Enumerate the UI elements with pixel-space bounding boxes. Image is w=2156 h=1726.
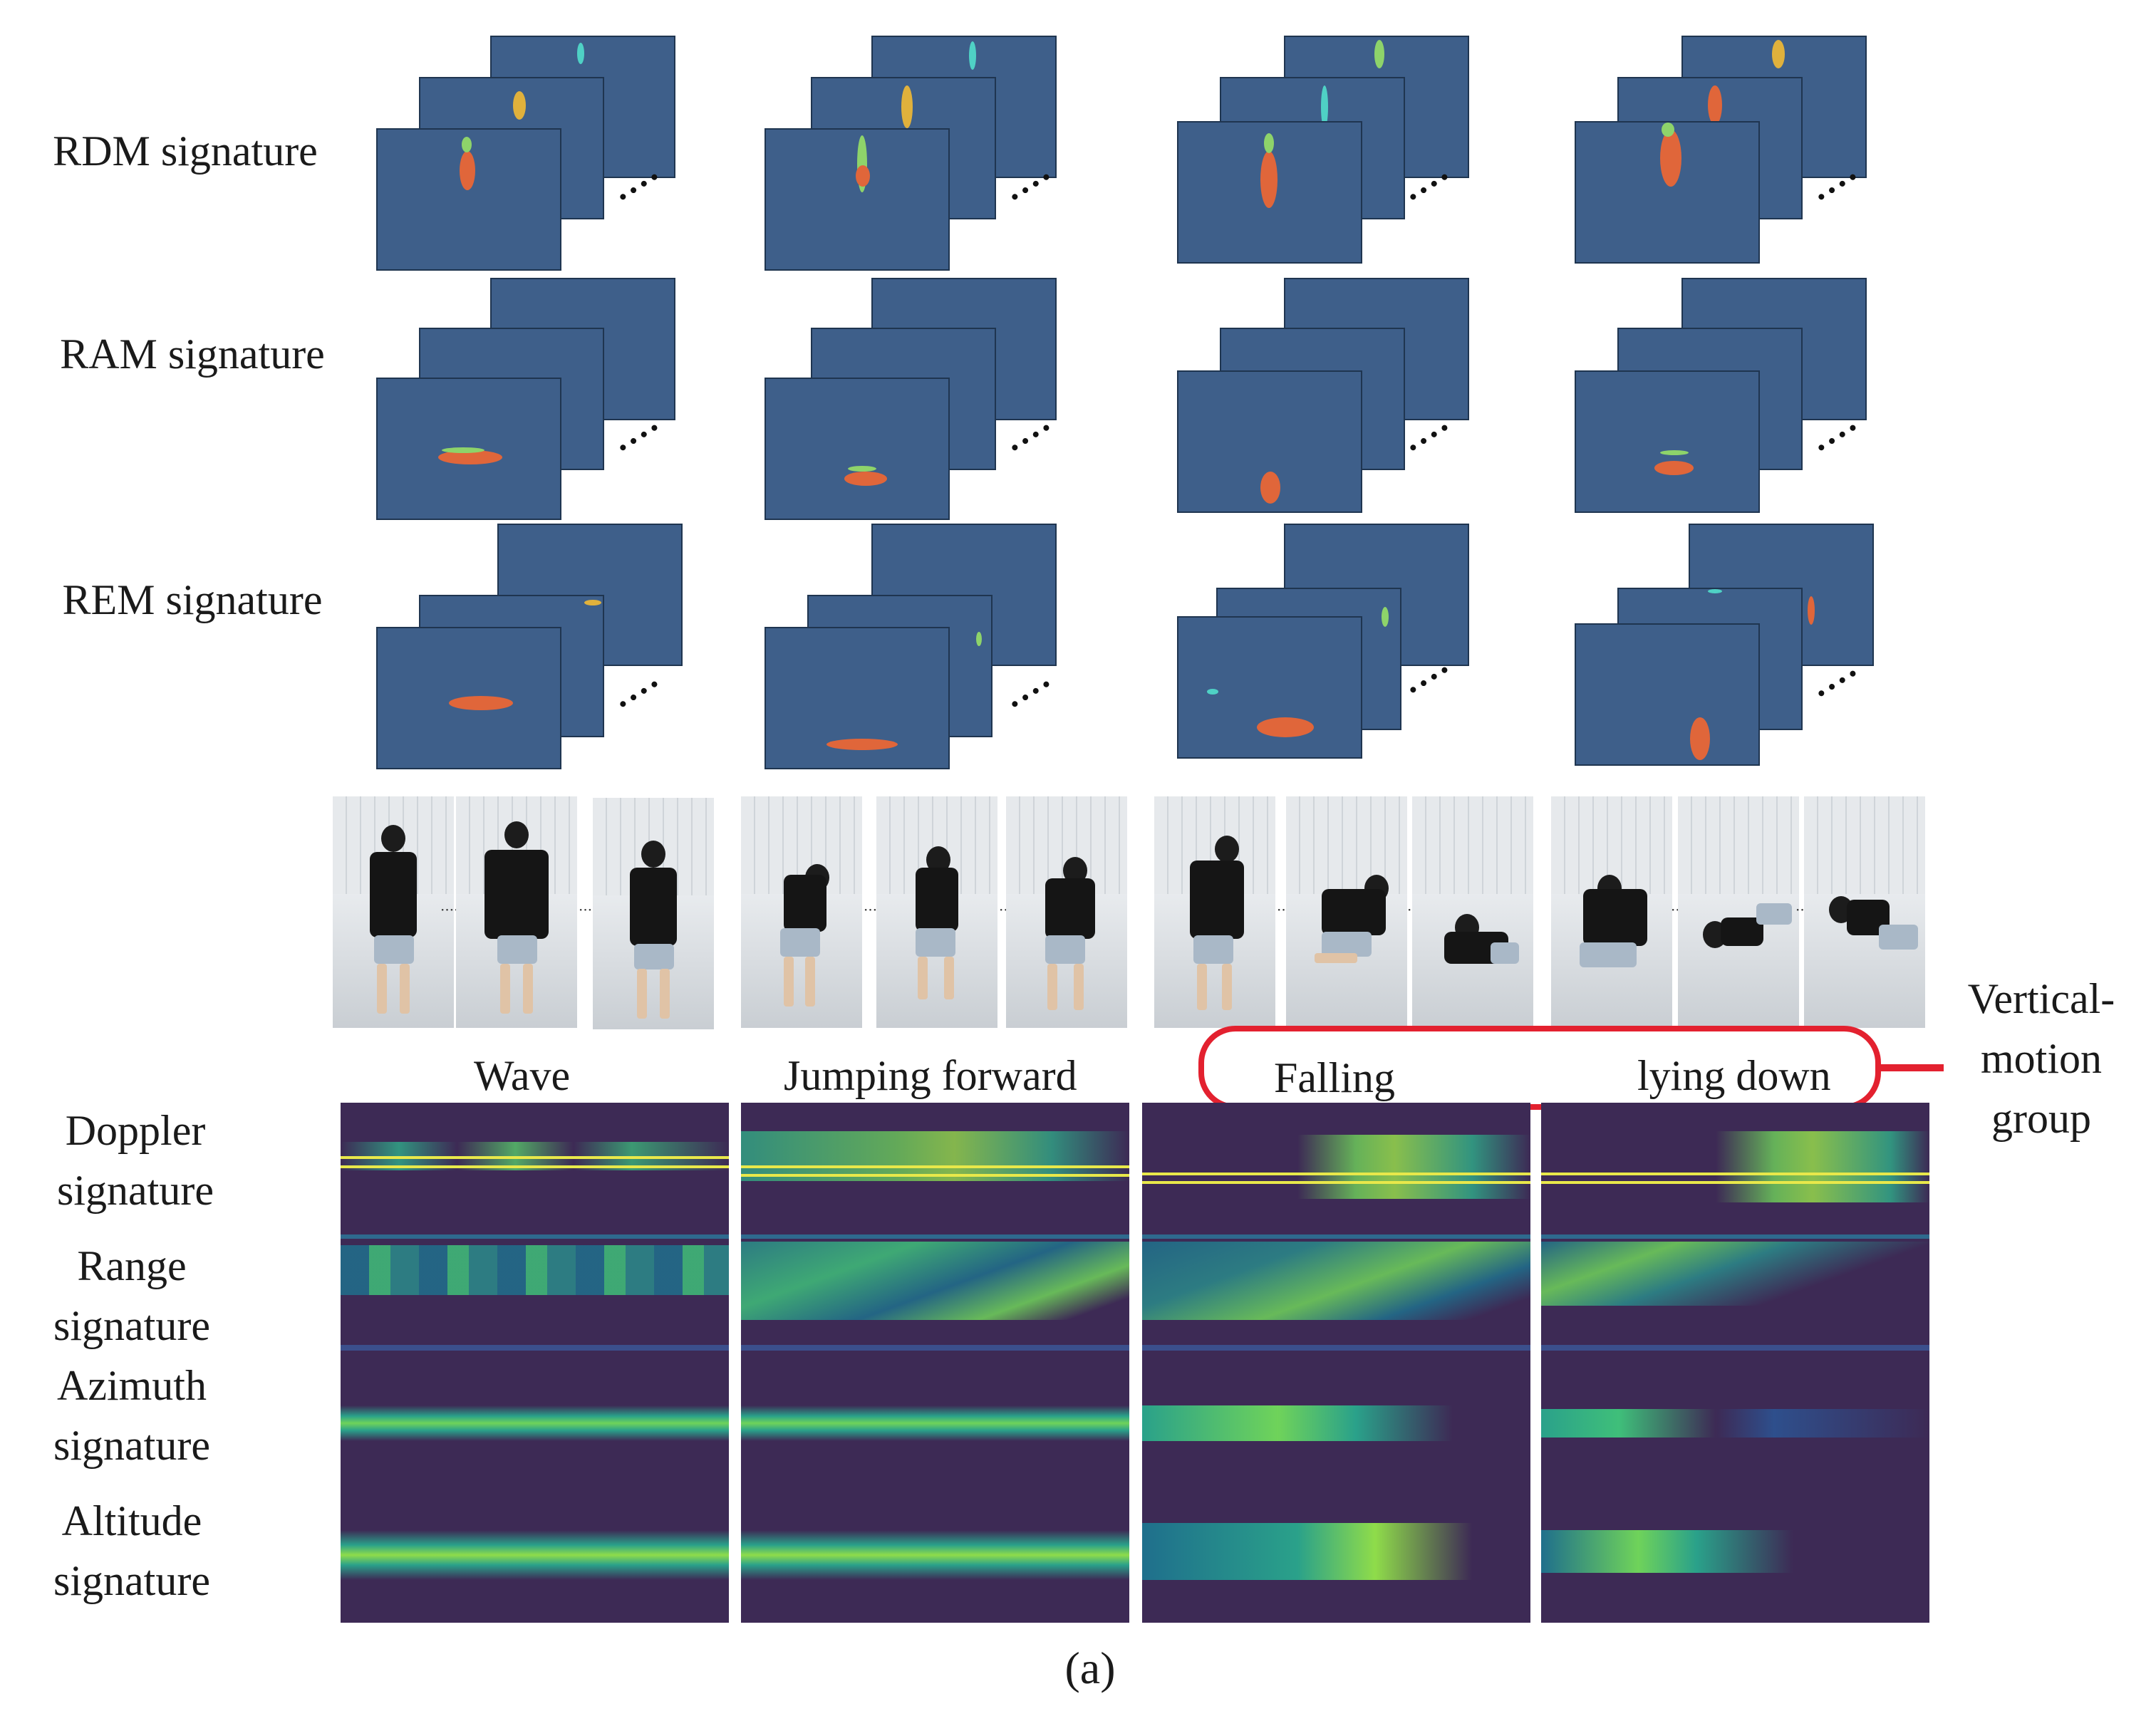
ram-stack-lying	[1575, 278, 1902, 541]
activity-label-lying: lying down	[1637, 1052, 1831, 1099]
rem-stack-falling	[1177, 524, 1505, 787]
photo-wave-2	[456, 796, 577, 1028]
activity-label-jumping: Jumping forward	[784, 1052, 1077, 1099]
rdm-stack-lying	[1575, 36, 1902, 299]
doppler-signature-label: Doppler signature	[57, 1107, 214, 1214]
ram-stack-jumping	[765, 278, 1092, 541]
photo-wave-3	[593, 798, 714, 1029]
photo-lying-3	[1804, 796, 1925, 1028]
photo-fall-3	[1412, 796, 1533, 1028]
vertical-motion-group-label: Vertical- motion group	[1967, 975, 2115, 1142]
photo-lying-2	[1678, 796, 1799, 1028]
spectrogram-wave	[341, 1103, 729, 1623]
rdm-stack-jumping	[765, 36, 1092, 299]
photo-wave-1	[333, 796, 454, 1028]
vertical-motion-group-outline	[1198, 1026, 1881, 1110]
figure-caption: (a)	[1064, 1643, 1116, 1693]
ram-stack-falling	[1177, 278, 1505, 541]
rem-signature-label: REM signature	[62, 576, 323, 623]
rem-stack-lying	[1575, 524, 1902, 787]
photo-fall-2	[1286, 796, 1407, 1028]
altitude-signature-label: Altitude signature	[53, 1497, 210, 1604]
spectrogram-falling	[1142, 1103, 1530, 1623]
photo-jump-3	[1006, 796, 1127, 1028]
rem-stack-wave	[376, 524, 704, 787]
activity-label-wave: Wave	[474, 1052, 571, 1099]
spectrogram-jumping	[741, 1103, 1129, 1623]
photo-lying-1	[1551, 796, 1672, 1028]
spectrogram-lying	[1541, 1103, 1929, 1623]
rdm-stack-falling	[1177, 36, 1505, 299]
ram-signature-label: RAM signature	[60, 331, 325, 378]
rdm-stack-wave	[376, 36, 704, 299]
photo-jump-2	[876, 796, 997, 1028]
photo-fall-1	[1154, 796, 1275, 1028]
range-signature-label: Range signature	[53, 1242, 210, 1349]
photo-jump-1	[741, 796, 862, 1028]
azimuth-signature-label: Azimuth signature	[53, 1362, 210, 1469]
rem-stack-jumping	[765, 524, 1092, 787]
rdm-signature-label: RDM signature	[53, 128, 318, 175]
activity-label-falling: Falling	[1274, 1054, 1396, 1101]
ram-stack-wave	[376, 278, 704, 541]
group-connector	[1881, 1064, 1944, 1071]
